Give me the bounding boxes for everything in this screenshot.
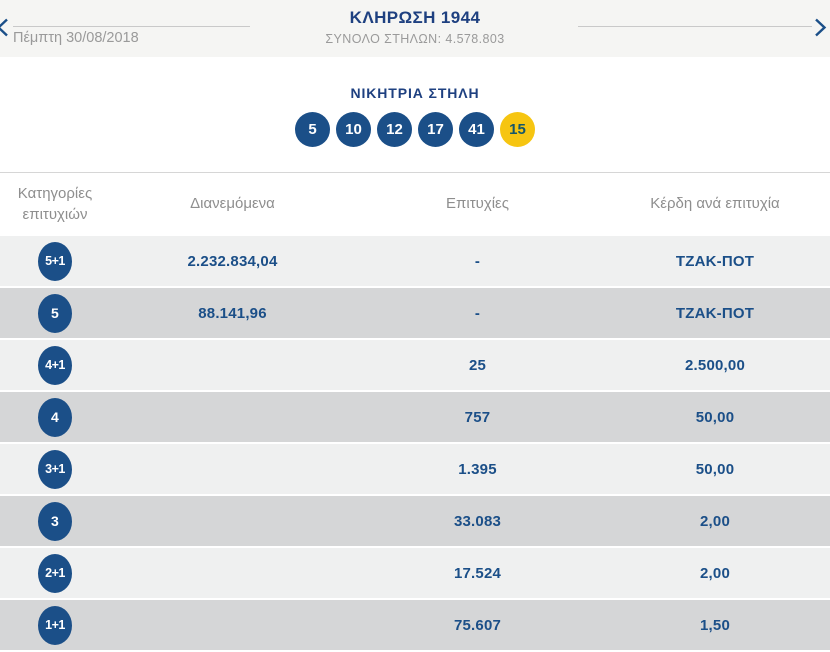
table-body: 5+1 2.232.834,04 - ΤΖΑΚ-ΠΟΤ 5 88.141,96 … xyxy=(0,236,830,650)
category-badge: 4+1 xyxy=(38,345,72,385)
winning-number-ball: 5 xyxy=(295,112,330,147)
winning-balls: 5 10 12 17 41 15 xyxy=(0,112,830,147)
table-row: 1+1 75.607 1,50 xyxy=(0,600,830,650)
category-badge: 3+1 xyxy=(38,449,72,489)
table-row: 3+1 1.395 50,00 xyxy=(0,444,830,494)
category-badge: 5+1 xyxy=(38,241,72,281)
joker-ball: 15 xyxy=(500,112,535,147)
results-table: Κατηγορίες επιτυχιών Διανεμόμενα Επιτυχί… xyxy=(0,172,830,652)
prize-value: 50,00 xyxy=(695,408,735,426)
column-header-distributed: Διανεμόμενα xyxy=(190,195,275,213)
draw-title: ΚΛΗΡΩΣΗ 1944 xyxy=(349,8,481,27)
chevron-right-icon xyxy=(814,18,828,37)
table-row: 3 33.083 2,00 xyxy=(0,496,830,546)
column-header-winners: Επιτυχίες xyxy=(446,195,509,213)
category-badge: 3 xyxy=(38,501,72,541)
winners-value: 757 xyxy=(464,408,491,426)
prize-value: ΤΖΑΚ-ΠΟΤ xyxy=(675,252,755,270)
draw-header: ΚΛΗΡΩΣΗ 1944 ΣΥΝΟΛΟ ΣΤΗΛΩΝ: 4.578.803 Πέ… xyxy=(0,0,830,57)
draw-date: Πέμπτη 30/08/2018 xyxy=(13,30,139,46)
winners-value: 1.395 xyxy=(458,460,497,478)
prize-value: 1,50 xyxy=(700,616,730,634)
header-divider-left xyxy=(13,26,250,27)
chevron-left-icon xyxy=(0,18,10,37)
table-header-row: Κατηγορίες επιτυχιών Διανεμόμενα Επιτυχί… xyxy=(0,173,830,236)
prize-value: 50,00 xyxy=(695,460,735,478)
table-row: 5+1 2.232.834,04 - ΤΖΑΚ-ΠΟΤ xyxy=(0,236,830,286)
next-draw-button[interactable] xyxy=(814,17,828,37)
prize-value: 2,00 xyxy=(700,564,730,582)
category-badge: 2+1 xyxy=(38,553,72,593)
winners-value: - xyxy=(474,304,481,322)
winners-value: 75.607 xyxy=(453,616,502,634)
total-columns-label: ΣΥΝΟΛΟ ΣΤΗΛΩΝ: 4.578.803 xyxy=(325,32,505,46)
column-header-categories: Κατηγορίες επιτυχιών xyxy=(17,185,93,223)
table-row: 5 88.141,96 - ΤΖΑΚ-ΠΟΤ xyxy=(0,288,830,338)
distributed-value: 2.232.834,04 xyxy=(187,252,278,270)
winning-number-ball: 10 xyxy=(336,112,371,147)
distributed-value: 88.141,96 xyxy=(198,304,267,322)
column-header-prize: Κέρδη ανά επιτυχία xyxy=(650,195,780,213)
category-badge: 4 xyxy=(38,397,72,437)
winners-value: 17.524 xyxy=(453,564,502,582)
header-divider-right xyxy=(578,26,812,27)
winning-number-ball: 12 xyxy=(377,112,412,147)
winners-value: - xyxy=(474,252,481,270)
winning-number-ball: 41 xyxy=(459,112,494,147)
prize-value: ΤΖΑΚ-ΠΟΤ xyxy=(675,304,755,322)
winning-number-ball: 17 xyxy=(418,112,453,147)
previous-draw-button[interactable] xyxy=(0,17,10,37)
table-row: 4+1 25 2.500,00 xyxy=(0,340,830,390)
winning-column-title: ΝΙΚΗΤΡΙΑ ΣΤΗΛΗ xyxy=(350,85,480,101)
table-row: 2+1 17.524 2,00 xyxy=(0,548,830,598)
prize-value: 2.500,00 xyxy=(685,356,745,374)
table-row: 4 757 50,00 xyxy=(0,392,830,442)
winners-value: 33.083 xyxy=(453,512,502,530)
category-badge: 1+1 xyxy=(38,605,72,645)
prize-value: 2,00 xyxy=(700,512,730,530)
category-badge: 5 xyxy=(38,293,72,333)
winners-value: 25 xyxy=(468,356,487,374)
